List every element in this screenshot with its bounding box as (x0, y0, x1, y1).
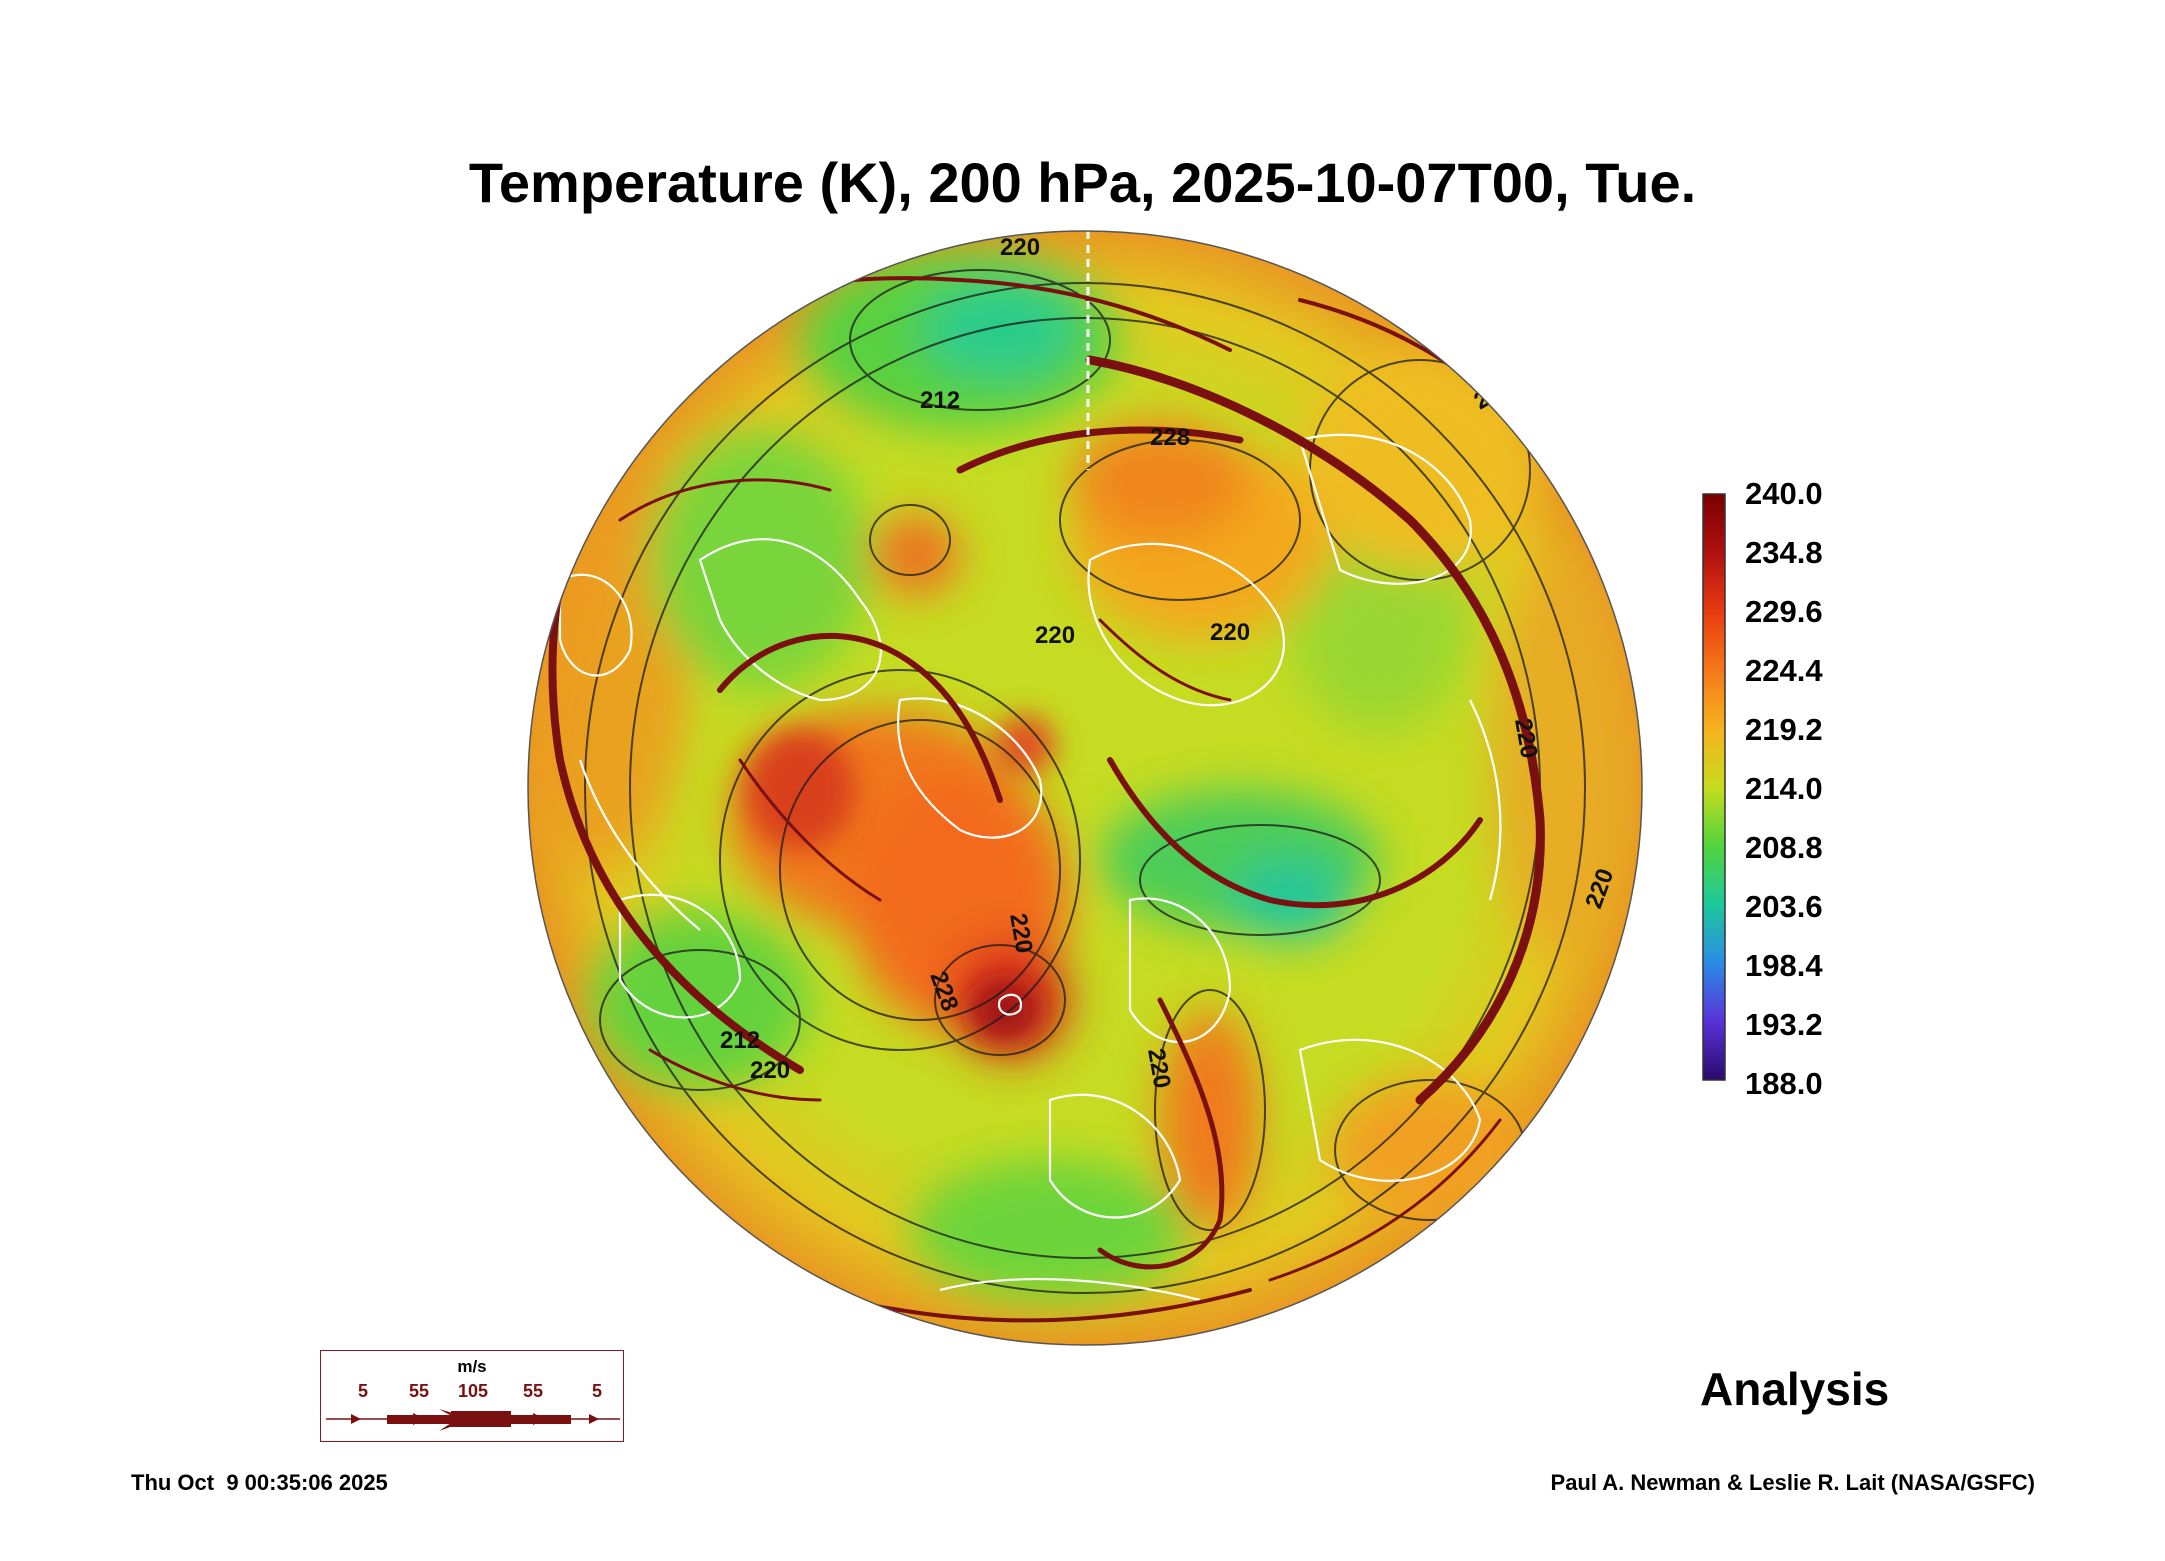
contour-label: 220 (750, 1057, 790, 1084)
colorbar-label: 219.2 (1745, 712, 1823, 747)
footer-credit: Paul A. Newman & Leslie R. Lait (NASA/GS… (1550, 1470, 2035, 1495)
wind-legend-value: 5 (591, 1381, 603, 1401)
contour-label: 220 (1035, 622, 1075, 649)
colorbar-label: 214.0 (1745, 771, 1823, 806)
globe-outline (527, 230, 1643, 1346)
colorbar-label: 198.4 (1745, 948, 1823, 983)
temperature-field: 220 220 220 212 220 220 220 220 228 228 … (509, 231, 1642, 1345)
analysis-label: Analysis (1700, 1363, 1890, 1415)
colorbar-label: 203.6 (1745, 889, 1823, 924)
colorbar-label: 208.8 (1745, 830, 1823, 865)
wind-legend-value: 5 (357, 1381, 369, 1401)
colorbar-label: 240.0 (1745, 476, 1823, 511)
colorbar-label: 188.0 (1745, 1066, 1823, 1101)
colorbar (1702, 493, 1726, 1081)
contour-label: 212 (720, 1027, 760, 1054)
wind-legend-value: 105 (457, 1381, 489, 1401)
coastlines (558, 433, 1502, 1302)
wind-legend-unit: m/s (457, 1357, 487, 1376)
colorbar-label: 224.4 (1745, 653, 1823, 688)
wind-legend-value: 55 (408, 1381, 430, 1401)
colorbar-label: 234.8 (1745, 535, 1823, 570)
wind-legend-arrow (326, 1409, 620, 1431)
contour-label: 212 (920, 387, 960, 414)
colorbar-label: 193.2 (1745, 1007, 1823, 1042)
contour-label: 220 (1000, 234, 1040, 261)
contour-label: 228 (1150, 424, 1190, 451)
wind-legend-value: 55 (522, 1381, 544, 1401)
footer-timestamp: Thu Oct 9 00:35:06 2025 (131, 1470, 388, 1495)
contour-label: 220 (1210, 619, 1250, 646)
contour-label: 220 (509, 587, 543, 631)
wind-speed-legend: m/s 5 55 105 55 5 (320, 1350, 624, 1442)
colorbar-label: 229.6 (1745, 594, 1823, 629)
map-title: Temperature (K), 200 hPa, 2025-10-07T00,… (468, 151, 1697, 214)
